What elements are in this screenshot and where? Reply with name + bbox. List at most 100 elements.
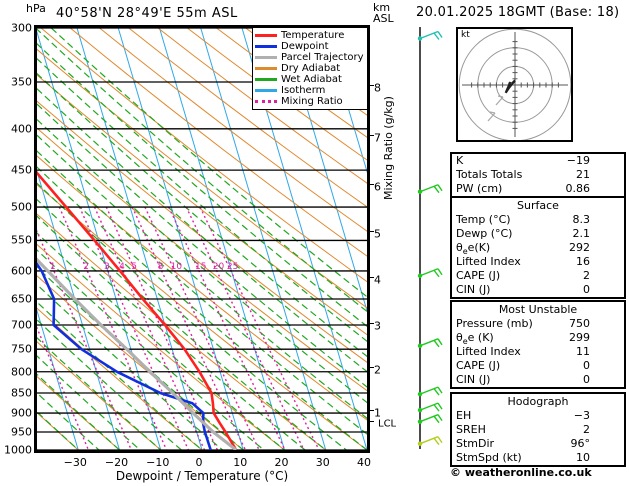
wind-barb-flag [437, 402, 443, 410]
pressure-tick-label: 550 [11, 233, 32, 247]
pressure-tick-label: 450 [11, 163, 32, 177]
table-row-key: CAPE (J) [456, 359, 501, 372]
legend-swatch [255, 67, 277, 70]
table-row: Lifted Index 11 [452, 345, 624, 359]
mixing-ratio-line [37, 229, 132, 450]
legend-item: Dry Adiabat [255, 63, 364, 74]
table-row-value: 8.3 [572, 213, 591, 226]
wind-barb-shaft [419, 436, 439, 445]
table-row-value: 750 [569, 317, 590, 330]
table-row: CIN (J) 0 [452, 373, 624, 387]
lcl-label: LCL [378, 418, 397, 430]
temperature-axis: −30 −20 −10 0 10 20 30 40 [34, 456, 371, 470]
table-row-key: EH [456, 409, 472, 422]
mixing-ratio-label: 5 [131, 262, 137, 272]
table-row-key: StmSpd (kt) [456, 451, 522, 464]
height-tick-label: 1 [374, 406, 381, 420]
legend-swatch [255, 89, 277, 92]
wind-barb-flag [437, 268, 443, 276]
hodograph-canvas [458, 29, 571, 140]
wind-barb-flag [437, 31, 443, 38]
table-row-key: Lifted Index [456, 345, 521, 358]
wet-adiabat-line [37, 87, 367, 373]
table-row: PW (cm) 0.86 [452, 182, 624, 196]
pressure-tick-label: 350 [11, 75, 32, 89]
wind-barb [417, 414, 443, 424]
mixing-ratio-line [37, 326, 90, 450]
legend-item: Isotherm [255, 85, 364, 96]
legend-label: Dewpoint [281, 40, 329, 52]
legend-label: Mixing Ratio [281, 95, 343, 107]
x-axis-title: Dewpoint / Temperature (°C) [115, 469, 289, 483]
dry-adiabat-line [69, 28, 367, 257]
surface-table: Surface Temp (°C) 8.3 Dewp (°C) 2.1 θee(K) 292… [450, 196, 626, 299]
pressure-tick-label: 500 [11, 200, 32, 214]
wind-barb-flag [433, 404, 440, 412]
wet-adiabat-line [37, 355, 141, 450]
temperature-tick-label: 40 [357, 456, 371, 469]
table-row-value: 0 [583, 359, 590, 372]
dry-adiabat-line [37, 243, 285, 450]
table-row: EH −3 [452, 409, 624, 423]
dry-adiabat-line [37, 307, 203, 450]
dry-adiabat-line [157, 28, 367, 184]
dry-adiabat-line [37, 275, 244, 450]
table-row: CAPE (J) 2 [452, 269, 624, 283]
wet-adiabat-line [37, 28, 367, 313]
dry-adiabat-line [40, 28, 367, 283]
wind-barb-flag [437, 338, 443, 346]
dry-adiabat-line [37, 341, 162, 450]
table-row-value: 2.1 [572, 227, 591, 240]
wind-barb [417, 402, 443, 413]
wind-barb-shaft [419, 30, 439, 40]
table-row-value: 21 [576, 168, 590, 181]
pressure-tick-label: 750 [11, 342, 32, 356]
mixing-ratio-axis-title: Mixing Ratio (g/kg) [382, 96, 395, 200]
table-row-value: 2 [583, 269, 590, 282]
table-row: Temp (°C) 8.3 [452, 213, 624, 227]
wind-barb-flag [433, 388, 440, 396]
page-title: 40°58'N 28°49'E 55m ASL [56, 6, 238, 21]
table-row-value: 2 [583, 423, 590, 436]
wind-barb-column [417, 27, 443, 449]
legend-label: Parcel Trajectory [281, 51, 364, 63]
table-row-key: Pressure (mb) [456, 317, 533, 330]
height-tick-label: 2 [374, 363, 381, 377]
wind-barb-shaft [419, 338, 439, 347]
table-row: CAPE (J) 0 [452, 359, 624, 373]
legend-item: Mixing Ratio [255, 96, 364, 107]
table-row-value: 96° [570, 437, 591, 450]
wet-adiabat-line [37, 166, 367, 450]
wind-barb-flag [433, 437, 440, 446]
wet-adiabat-line [37, 103, 367, 388]
wind-barb-flag [437, 436, 443, 444]
isotherm-line [37, 30, 162, 450]
isotherm-line [37, 169, 120, 450]
mixing-ratio-label: 8 [158, 262, 164, 272]
pressure-tick-label: 1000 [4, 443, 32, 457]
legend-label: Wet Adiabat [281, 73, 342, 85]
hodograph-wind-barb-flag [497, 95, 504, 98]
table-row: K −19 [452, 154, 624, 168]
table-row: SREH 2 [452, 423, 624, 437]
hodograph-wind-barb-flag [489, 111, 496, 114]
table-row-key: Temp (°C) [456, 213, 511, 226]
height-tick-mark [368, 135, 374, 136]
pressure-tick-label: 600 [11, 264, 32, 278]
table-row-key: CAPE (J) [456, 269, 501, 282]
table-row: Lifted Index 16 [452, 255, 624, 269]
wind-barb [417, 184, 443, 194]
table-row-key: SREH [456, 423, 486, 436]
table-title: Hodograph [507, 395, 569, 408]
table-row: StmDir 96° [452, 437, 624, 451]
pressure-tick-label: 700 [11, 318, 32, 332]
table-row-value: 299 [569, 331, 590, 344]
dry-adiabat-line [128, 28, 367, 208]
wind-barb-shaft [419, 414, 439, 423]
mixing-ratio-line [199, 206, 320, 450]
height-tick-label: 4 [374, 273, 381, 287]
wet-adiabat-line [37, 266, 244, 450]
table-row-value: 0 [583, 283, 590, 296]
wind-barb-flag [437, 184, 443, 192]
height-tick-mark [368, 231, 374, 233]
